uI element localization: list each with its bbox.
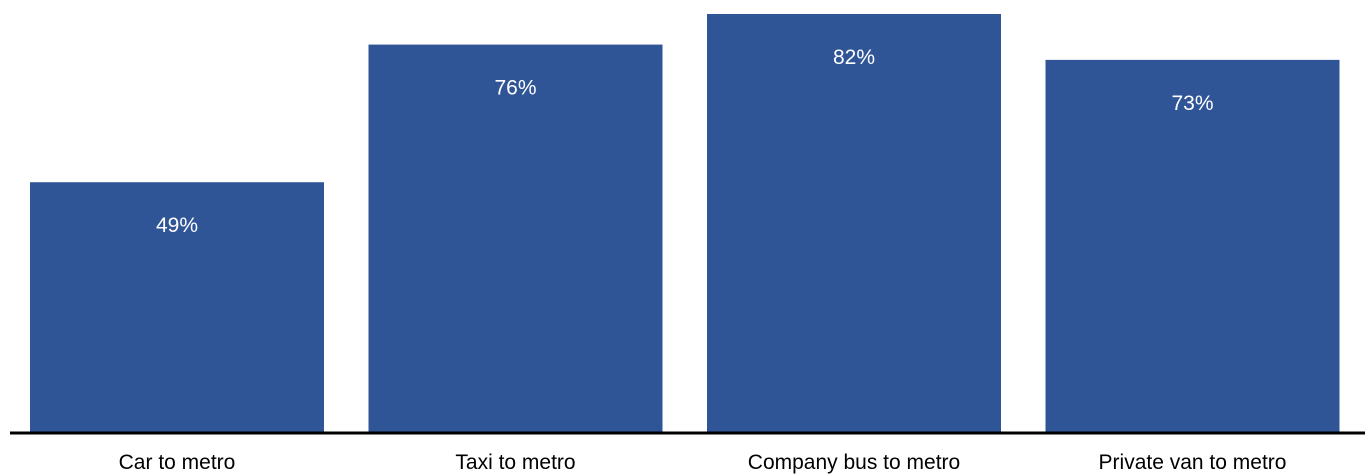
category-label-2: Company bus to metro <box>748 451 960 474</box>
bar-1 <box>368 44 663 433</box>
bars-group <box>30 14 1340 433</box>
category-label-0: Car to metro <box>119 451 236 474</box>
category-label-1: Taxi to metro <box>455 451 575 474</box>
bar-value-label-1: 76% <box>494 77 536 100</box>
bar-0 <box>30 182 324 432</box>
bar-2 <box>707 14 1001 432</box>
value-labels-group: 49% 76% 82% 73% <box>156 46 1214 237</box>
bar-value-label-3: 73% <box>1171 92 1213 115</box>
bar-value-label-2: 82% <box>833 46 875 69</box>
bar-3 <box>1045 59 1340 432</box>
category-label-3: Private van to metro <box>1099 451 1287 474</box>
bar-value-label-0: 49% <box>156 214 198 237</box>
category-labels-group: Car to metro Taxi to metro Company bus to … <box>119 451 1287 474</box>
